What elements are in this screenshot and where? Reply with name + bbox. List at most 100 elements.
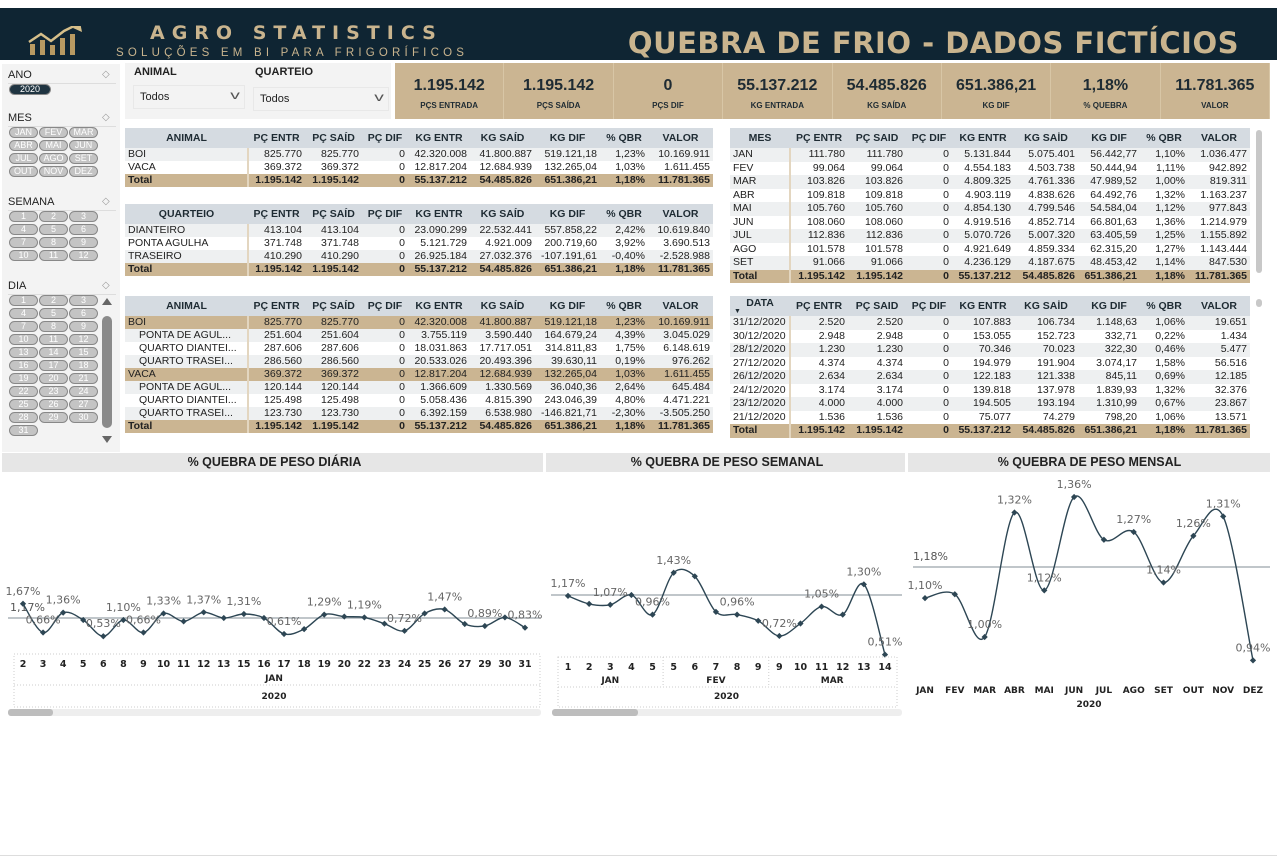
data-point[interactable] [220, 614, 227, 622]
dia-option[interactable]: 30 [69, 412, 98, 423]
data-point[interactable] [1041, 587, 1048, 594]
mes-option[interactable]: MAI [39, 140, 68, 151]
dia-option[interactable]: 16 [9, 360, 38, 371]
dia-scrollbar[interactable] [102, 316, 112, 428]
column-header[interactable]: PÇ DIF [362, 296, 408, 316]
table-row[interactable]: JUL 112.836 112.836 0 5.070.726 5.007.320 63.4… [730, 229, 1250, 243]
table-row[interactable]: VACA 369.372 369.372 0 12.817.204 12.684.939 1… [125, 161, 713, 174]
dia-option[interactable]: 4 [9, 308, 38, 319]
eraser-clear-icon[interactable]: ◇ [102, 280, 110, 291]
column-header[interactable]: QUARTEIO [125, 204, 248, 224]
column-header[interactable]: KG DIF [535, 204, 600, 224]
semana-option[interactable]: 4 [9, 224, 38, 235]
data-point[interactable] [921, 595, 929, 602]
data-point[interactable] [881, 651, 889, 658]
date-table-scrollbar[interactable] [1256, 299, 1262, 307]
table-total-row[interactable]: Total 1.195.142 1.195.142 0 55.137.212 54.485… [730, 269, 1250, 283]
animal-dropdown[interactable]: Todos v [133, 85, 245, 109]
data-point[interactable] [755, 617, 762, 624]
table-row[interactable]: MAI 105.760 105.760 0 4.854.130 4.799.546 54.5… [730, 202, 1250, 216]
semana-option[interactable]: 1 [9, 211, 38, 222]
data-point[interactable] [628, 591, 635, 599]
column-header[interactable]: PÇ ENTR [248, 128, 305, 148]
column-header[interactable]: DATA ▼ [730, 296, 790, 316]
semana-option[interactable]: 11 [39, 250, 68, 261]
column-header[interactable]: PÇ DIF [906, 296, 952, 316]
semana-option[interactable]: 8 [39, 237, 68, 248]
table-row[interactable]: 30/12/2020 2.948 2.948 0 153.055 152.723 332,7… [730, 329, 1250, 343]
dia-option[interactable]: 21 [69, 373, 98, 384]
data-point[interactable] [140, 629, 147, 636]
data-point[interactable] [381, 620, 388, 627]
dia-option[interactable]: 18 [69, 360, 98, 371]
table-row[interactable]: QUARTO DIANTEI... 287.606 287.606 0 18.031.8… [125, 342, 713, 355]
column-header[interactable]: MES [730, 128, 790, 148]
mes-option[interactable]: ABR [9, 140, 38, 151]
column-header[interactable]: PÇ SAÍD [305, 204, 362, 224]
data-point[interactable] [607, 601, 614, 608]
dia-option[interactable]: 15 [69, 347, 98, 358]
data-point[interactable] [981, 633, 988, 641]
data-point[interactable] [180, 618, 187, 625]
column-header[interactable]: PÇ ENTR [790, 128, 848, 148]
table-row[interactable]: JUN 108.060 108.060 0 4.919.516 4.852.714 66.8… [730, 215, 1250, 229]
column-header[interactable]: KG ENTR [952, 296, 1014, 316]
table-row[interactable]: TRASEIRO 410.290 410.290 0 26.925.184 27.032.… [125, 250, 713, 263]
mes-option[interactable]: NOV [39, 166, 68, 177]
data-point[interactable] [401, 627, 408, 634]
table-row[interactable]: MAR 103.826 103.826 0 4.809.325 4.761.336 47.9… [730, 175, 1250, 189]
dia-option[interactable]: 8 [39, 321, 68, 332]
dia-option[interactable]: 2 [39, 295, 68, 306]
column-header[interactable]: % QBR [1140, 296, 1188, 316]
data-point[interactable] [1011, 509, 1018, 516]
dia-option[interactable]: 29 [39, 412, 68, 423]
dia-option[interactable]: 12 [69, 334, 98, 345]
data-point[interactable] [733, 611, 741, 618]
dia-option[interactable]: 14 [39, 347, 68, 358]
column-header[interactable]: % QBR [600, 204, 648, 224]
table-row[interactable]: VACA 369.372 369.372 0 12.817.204 12.684.939 1… [125, 368, 713, 381]
column-header[interactable]: % QBR [600, 128, 648, 148]
column-header[interactable]: KG SAÍD [470, 296, 535, 316]
mes-option[interactable]: JUL [9, 153, 38, 164]
table-row[interactable]: 21/12/2020 1.536 1.536 0 75.077 74.279 798,20 1… [730, 410, 1250, 424]
dia-option[interactable]: 27 [69, 399, 98, 410]
semana-option[interactable]: 9 [69, 237, 98, 248]
table-row[interactable]: QUARTO TRASEI... 286.560 286.560 0 20.533.02… [125, 355, 713, 368]
data-point[interactable] [1249, 657, 1257, 664]
semana-option[interactable]: 10 [9, 250, 38, 261]
dia-option[interactable]: 7 [9, 321, 38, 332]
scroll-down-icon[interactable] [102, 436, 112, 443]
table-row[interactable]: 31/12/2020 2.520 2.520 0 107.883 106.734 1.148… [730, 316, 1250, 330]
column-header[interactable]: VALOR [648, 296, 713, 316]
table-row[interactable]: 26/12/2020 2.634 2.634 0 122.183 121.338 845,1… [730, 370, 1250, 384]
eraser-clear-icon[interactable]: ◇ [102, 112, 110, 123]
data-point[interactable] [341, 613, 348, 620]
column-header[interactable]: % QBR [1140, 128, 1188, 148]
month-table-scrollbar[interactable] [1256, 130, 1262, 273]
column-header[interactable]: KG DIF [535, 128, 600, 148]
data-point[interactable] [200, 609, 207, 616]
data-point[interactable] [1160, 579, 1167, 586]
scroll-up-icon[interactable] [102, 298, 112, 305]
data-point[interactable] [649, 611, 656, 618]
table-row[interactable]: PONTA DE AGUL... 120.144 120.144 0 1.366.609… [125, 381, 713, 394]
weekly-chart-scrollbar[interactable] [552, 709, 902, 716]
dia-option[interactable]: 9 [69, 321, 98, 332]
column-header[interactable]: KG SAÍD [470, 128, 535, 148]
dia-option[interactable]: 17 [39, 360, 68, 371]
table-row[interactable]: QUARTO DIANTEI... 125.498 125.498 0 5.058.43… [125, 394, 713, 407]
column-header[interactable]: VALOR [648, 204, 713, 224]
mes-option[interactable]: AGO [39, 153, 68, 164]
data-point[interactable] [240, 610, 247, 618]
data-point[interactable] [670, 569, 677, 576]
column-header[interactable]: PÇ DIF [362, 128, 408, 148]
semana-option[interactable]: 3 [69, 211, 98, 222]
column-header[interactable]: PÇ SAÍD [305, 296, 362, 316]
table-row[interactable]: 27/12/2020 4.374 4.374 0 194.979 191.904 3.074… [730, 356, 1250, 370]
data-point[interactable] [301, 626, 308, 633]
table-row[interactable]: PONTA DE AGUL... 251.604 251.604 0 3.755.119… [125, 329, 713, 342]
data-point[interactable] [39, 629, 47, 636]
dia-option[interactable]: 25 [9, 399, 38, 410]
data-point[interactable] [776, 632, 783, 640]
